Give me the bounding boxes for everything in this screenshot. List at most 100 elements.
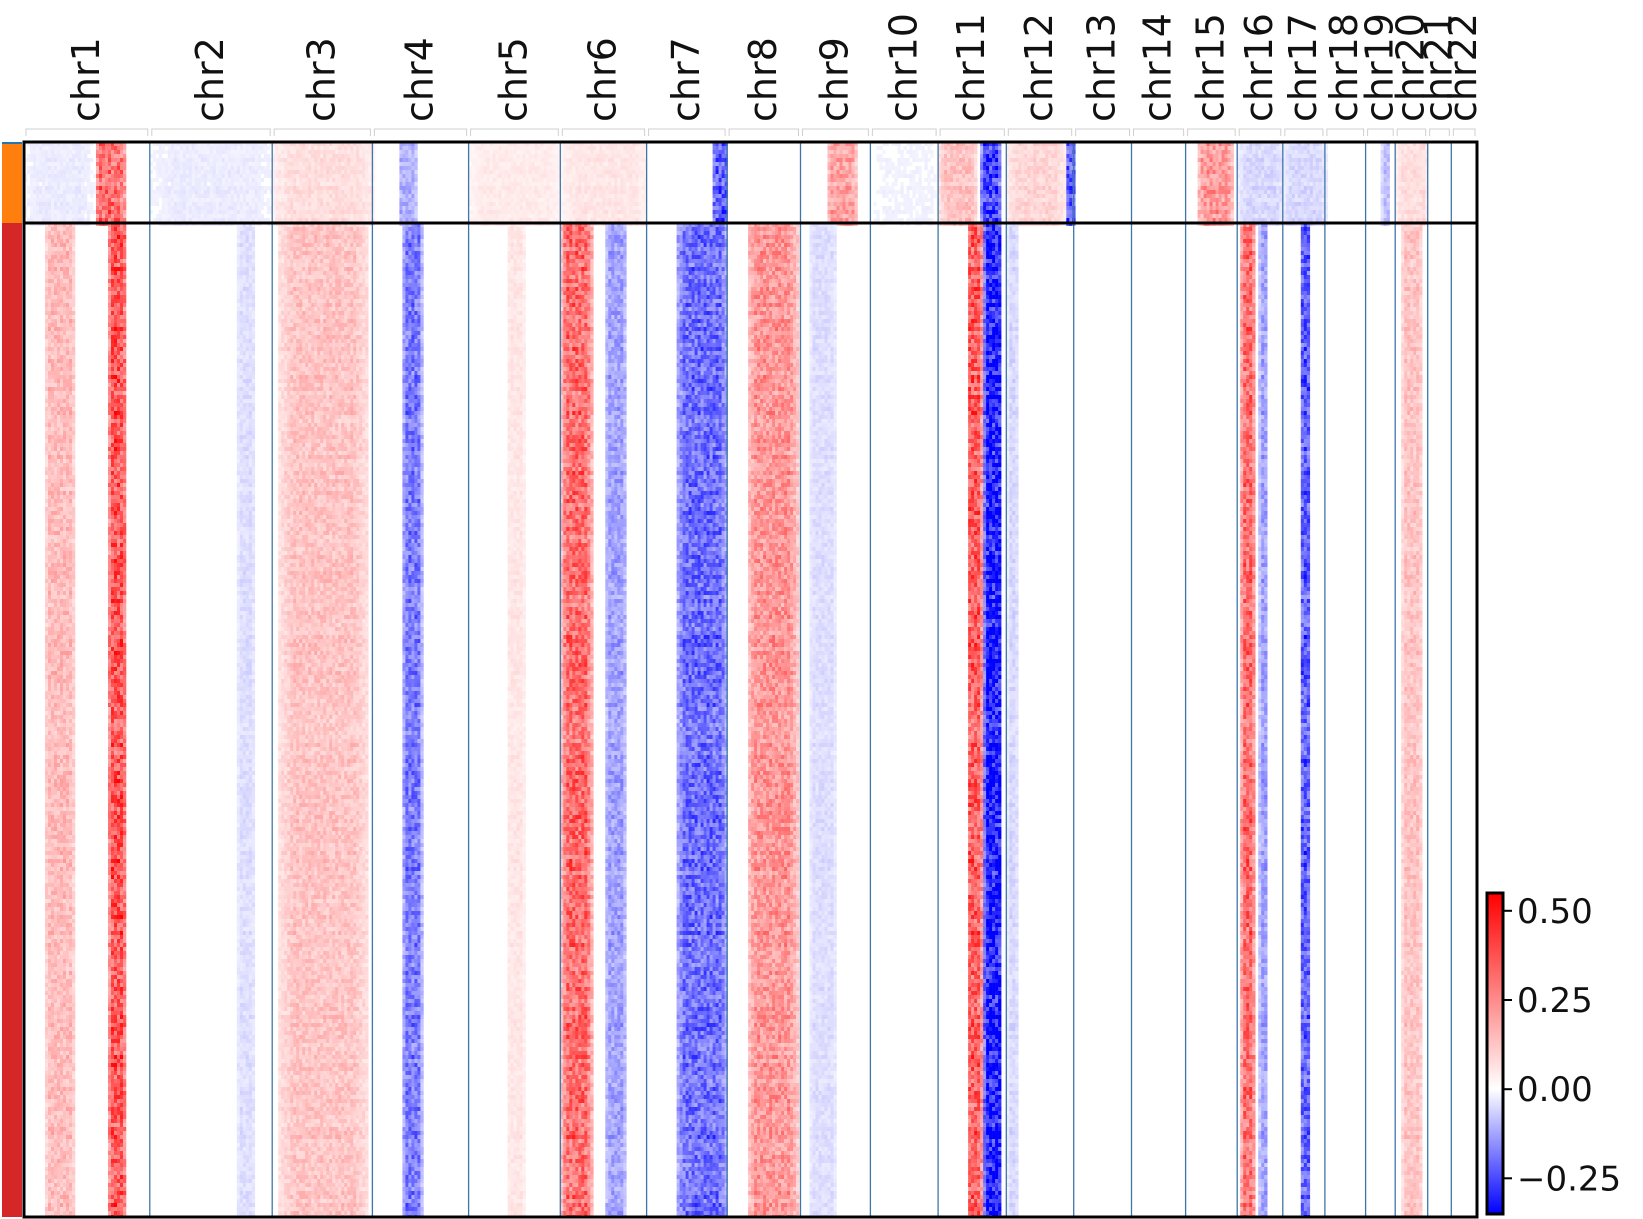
heatmap-cell	[481, 166, 484, 170]
heatmap-cell	[956, 170, 959, 174]
heatmap-cell	[362, 166, 365, 170]
heatmap-cell	[290, 182, 293, 186]
heatmap-cell	[120, 158, 123, 162]
heatmap-cell	[849, 166, 852, 170]
heatmap-cell	[411, 174, 414, 178]
heatmap-cell	[114, 174, 117, 178]
heatmap-cell	[626, 186, 629, 190]
heatmap-cell	[837, 178, 840, 182]
heatmap-cell	[287, 146, 290, 150]
heatmap-cell	[1030, 154, 1033, 158]
heatmap-cell	[484, 174, 487, 178]
heatmap-cell	[1416, 162, 1419, 166]
heatmap-cell	[171, 146, 174, 150]
heatmap-cell	[921, 154, 924, 158]
heatmap-cell	[222, 186, 225, 190]
heatmap-cell	[117, 162, 120, 166]
heatmap-cell	[493, 146, 496, 150]
heatmap-cell	[846, 178, 849, 182]
heatmap-cell	[1279, 158, 1282, 162]
heatmap-cell	[556, 166, 559, 170]
heatmap-cell	[171, 158, 174, 162]
heatmap-cell	[1021, 150, 1024, 154]
heatmap-cell	[1422, 154, 1425, 158]
heatmap-cell	[1410, 186, 1413, 190]
heatmap-cell	[493, 150, 496, 154]
heatmap-cell	[186, 170, 189, 174]
heatmap-cell	[1012, 150, 1015, 154]
heatmap-cell	[1381, 182, 1384, 186]
heatmap-cell	[347, 186, 350, 190]
heatmap-cell	[1387, 170, 1390, 174]
heatmap-cell	[1042, 150, 1045, 154]
heatmap-cell	[1240, 182, 1243, 186]
heatmap-cell	[1024, 174, 1027, 178]
heatmap-cell	[481, 182, 484, 186]
heatmap-cell	[275, 154, 278, 158]
heatmap-cell	[1012, 166, 1015, 170]
heatmap-cell	[1387, 150, 1390, 154]
heatmap-cell	[1270, 182, 1273, 186]
heatmap-cell	[287, 150, 290, 154]
heatmap-cell	[293, 170, 296, 174]
heatmap-cell	[487, 174, 490, 178]
heatmap-cell	[1289, 186, 1292, 190]
heatmap-cell	[66, 186, 69, 190]
chromosome-bracket	[26, 129, 148, 136]
heatmap-cell	[255, 146, 258, 150]
heatmap-cell	[75, 166, 78, 170]
heatmap-cell	[305, 162, 308, 166]
heatmap-cell	[617, 186, 620, 190]
heatmap-cell	[900, 182, 903, 186]
heatmap-cell	[944, 158, 947, 162]
heatmap-cell	[487, 150, 490, 154]
heatmap-cell	[593, 174, 596, 178]
heatmap-cell	[852, 186, 855, 190]
heatmap-cell	[1398, 162, 1401, 166]
heatmap-cell	[971, 154, 974, 158]
heatmap-cell	[1387, 154, 1390, 158]
heatmap-cell	[1249, 146, 1252, 150]
heatmap-cell	[1273, 150, 1276, 154]
heatmap-cell	[490, 178, 493, 182]
heatmap-cell	[526, 158, 529, 162]
heatmap-cell	[66, 174, 69, 178]
heatmap-cell	[499, 170, 502, 174]
heatmap-cell	[885, 182, 888, 186]
heatmap-cell	[849, 162, 852, 166]
heatmap-cell	[927, 174, 930, 178]
heatmap-cell	[541, 186, 544, 190]
heatmap-cell	[1419, 166, 1422, 170]
heatmap-cell	[240, 146, 243, 150]
heatmap-cell	[1313, 182, 1316, 186]
heatmap-cell	[1222, 146, 1225, 150]
heatmap-cell	[547, 166, 550, 170]
heatmap-cell	[852, 178, 855, 182]
heatmap-cell	[1030, 186, 1033, 190]
heatmap-cell	[255, 178, 258, 182]
heatmap-cell	[1307, 158, 1310, 162]
heatmap-cell	[1289, 154, 1292, 158]
heatmap-cell	[1304, 166, 1307, 170]
heatmap-cell	[1027, 174, 1030, 178]
heatmap-cell	[1216, 146, 1219, 150]
heatmap-cell	[399, 154, 402, 158]
heatmap-cell	[569, 154, 572, 158]
heatmap-cell	[51, 150, 54, 154]
heatmap-cell	[578, 154, 581, 158]
heatmap-cell	[117, 170, 120, 174]
heatmap-cell	[885, 170, 888, 174]
heatmap-cell	[879, 154, 882, 158]
heatmap-cell	[114, 146, 117, 150]
heatmap-cell	[1381, 174, 1384, 178]
heatmap-cell	[1255, 146, 1258, 150]
heatmap-cell	[837, 162, 840, 166]
heatmap-cell	[99, 166, 102, 170]
heatmap-cell	[626, 146, 629, 150]
heatmap-cell	[475, 174, 478, 178]
heatmap-cell	[335, 154, 338, 158]
heatmap-cell	[216, 186, 219, 190]
heatmap-cell	[965, 170, 968, 174]
heatmap-cell	[544, 154, 547, 158]
heatmap-cell	[1069, 170, 1072, 174]
